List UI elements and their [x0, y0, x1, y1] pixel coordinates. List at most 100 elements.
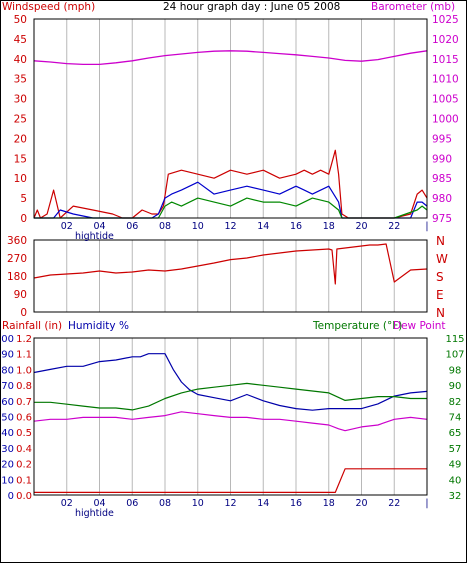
tick-hum-30: 30 — [1, 444, 14, 455]
tick-baro-1005: 1005 — [432, 94, 459, 106]
tick-hum-70: 70 — [1, 381, 14, 392]
xtick-top-08: 08 — [159, 221, 171, 232]
tick-hum-40: 40 — [1, 428, 14, 439]
series-barometer — [33, 50, 428, 66]
tick-hum-50: 50 — [1, 413, 14, 424]
tick-compass-4: N — [436, 306, 445, 320]
tick-hum-90: 90 — [1, 350, 14, 361]
humidity-axis-title: Humidity % — [68, 320, 129, 332]
xtick-top-end: | — [425, 221, 428, 232]
tick-dir-0: 0 — [20, 307, 27, 319]
xtick-bottom-18: 18 — [323, 498, 335, 509]
xtick-bottom-14: 14 — [257, 498, 269, 509]
tick-compass-3: E — [436, 288, 444, 302]
tick-baro-1025: 1025 — [432, 14, 459, 26]
tick-hum-20: 20 — [1, 460, 14, 471]
tick-baro-1000: 1000 — [432, 114, 459, 126]
xtick-top-16: 16 — [290, 221, 302, 232]
xtick-bottom-22: 22 — [388, 498, 400, 509]
xtick-top-02: 02 — [61, 221, 73, 232]
rainfall-axis-title: Rainfall (in) — [2, 320, 63, 332]
xtick-top-14: 14 — [257, 221, 269, 232]
series-rainfall — [34, 468, 427, 493]
tick-wind-0: 0 — [20, 213, 27, 225]
tick-labels: 0510152025303540455097598098599099510001… — [0, 14, 465, 519]
tick-temp-40: 40 — [449, 475, 462, 486]
xtick-bottom-10: 10 — [192, 498, 204, 509]
tick-dir-360: 360 — [7, 235, 27, 247]
xtick-top-10: 10 — [192, 221, 204, 232]
chart-title: 24 hour graph day : June 05 2008 — [163, 1, 341, 13]
tick-wind-40: 40 — [14, 54, 27, 66]
hightide-label-bottom: hightide — [75, 508, 114, 519]
tick-temp-65: 65 — [449, 428, 462, 439]
tick-rain-2: 0.2 — [16, 460, 32, 471]
tick-rain-10: 1.2 — [16, 334, 32, 345]
tick-temp-115: 115 — [445, 334, 464, 345]
plot-axes — [33, 18, 428, 496]
tick-wind-25: 25 — [14, 114, 27, 126]
barometer-axis-title: Barometer (mb) — [371, 1, 456, 13]
tick-hum-60: 60 — [1, 397, 14, 408]
xtick-top-12: 12 — [224, 221, 236, 232]
tick-baro-1020: 1020 — [432, 34, 459, 46]
tick-temp-74: 74 — [449, 413, 462, 424]
tick-dir-270: 270 — [7, 253, 27, 265]
tick-temp-32: 32 — [449, 491, 462, 502]
xtick-top-04: 04 — [93, 221, 105, 232]
windspeed-axis-title: Windspeed (mph) — [2, 1, 96, 13]
tick-rain-9: 1.1 — [16, 350, 32, 361]
xtick-top-20: 20 — [355, 221, 367, 232]
tick-rain-1: 0.1 — [16, 475, 32, 486]
xtick-top-06: 06 — [126, 221, 138, 232]
tick-wind-10: 10 — [14, 173, 27, 185]
series-dew-point — [33, 411, 428, 432]
tick-rain-4: 0.5 — [16, 428, 32, 439]
tick-wind-30: 30 — [14, 94, 27, 106]
xtick-bottom-02: 02 — [61, 498, 73, 509]
tick-rain-7: 0.8 — [16, 381, 32, 392]
tick-rain-8: 1.0 — [16, 365, 32, 376]
xtick-bottom-04: 04 — [93, 498, 105, 509]
tick-compass-2: S — [436, 270, 444, 284]
tick-temp-98: 98 — [449, 365, 462, 376]
tick-rain-0: 0.0 — [16, 491, 32, 502]
plot-box-wind — [33, 18, 428, 219]
tick-temp-90: 90 — [449, 381, 462, 392]
tick-hum-10: 10 — [1, 475, 14, 486]
xtick-bottom-16: 16 — [290, 498, 302, 509]
xtick-top-18: 18 — [323, 221, 335, 232]
xtick-bottom-20: 20 — [355, 498, 367, 509]
xtick-bottom-08: 08 — [159, 498, 171, 509]
tick-temp-57: 57 — [449, 444, 462, 455]
tick-dir-180: 180 — [7, 271, 27, 283]
tick-baro-1015: 1015 — [432, 54, 459, 66]
tick-temp-82: 82 — [449, 397, 462, 408]
temperature-axis-title: Temperature (°F) — [313, 320, 403, 332]
tick-hum-100: 100 — [0, 334, 14, 345]
grid-lines — [66, 19, 395, 495]
tick-wind-15: 15 — [14, 153, 27, 165]
tick-baro-1010: 1010 — [432, 74, 459, 86]
series-wind-direction — [33, 243, 428, 285]
tick-baro-995: 995 — [432, 133, 452, 145]
xtick-bottom-06: 06 — [126, 498, 138, 509]
tick-rain-5: 0.6 — [16, 413, 32, 424]
xtick-bottom-end: | — [425, 498, 428, 509]
xtick-top-22: 22 — [388, 221, 400, 232]
tick-wind-20: 20 — [14, 133, 27, 145]
series-temperature — [34, 382, 427, 411]
tick-compass-1: W — [436, 252, 448, 266]
dewpoint-axis-title: Dew Point — [393, 320, 446, 332]
tick-hum-0: 0 — [8, 491, 14, 502]
tick-rain-3: 0.4 — [16, 444, 32, 455]
tick-wind-50: 50 — [14, 14, 27, 26]
tick-temp-49: 49 — [449, 460, 462, 471]
tick-wind-45: 45 — [14, 34, 27, 46]
tick-baro-975: 975 — [432, 213, 452, 225]
hightide-label-top: hightide — [75, 231, 114, 242]
tick-baro-985: 985 — [432, 173, 452, 185]
tick-hum-80: 80 — [1, 365, 14, 376]
tick-temp-107: 107 — [445, 350, 464, 361]
